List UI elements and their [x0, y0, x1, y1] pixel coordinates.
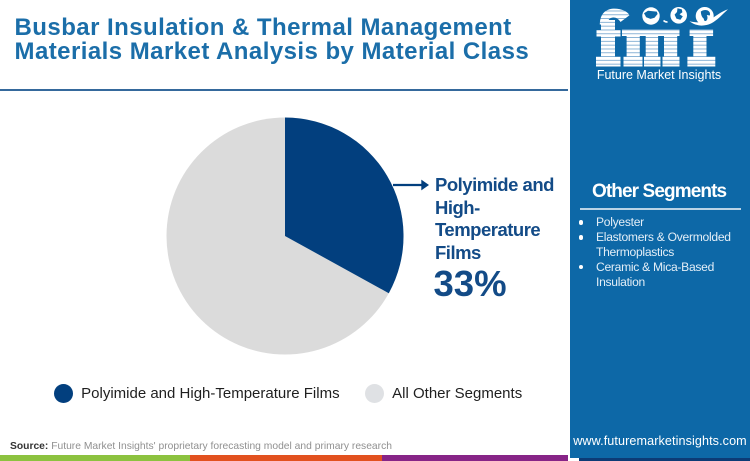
svg-text:Future Market Insights: Future Market Insights	[597, 68, 721, 82]
